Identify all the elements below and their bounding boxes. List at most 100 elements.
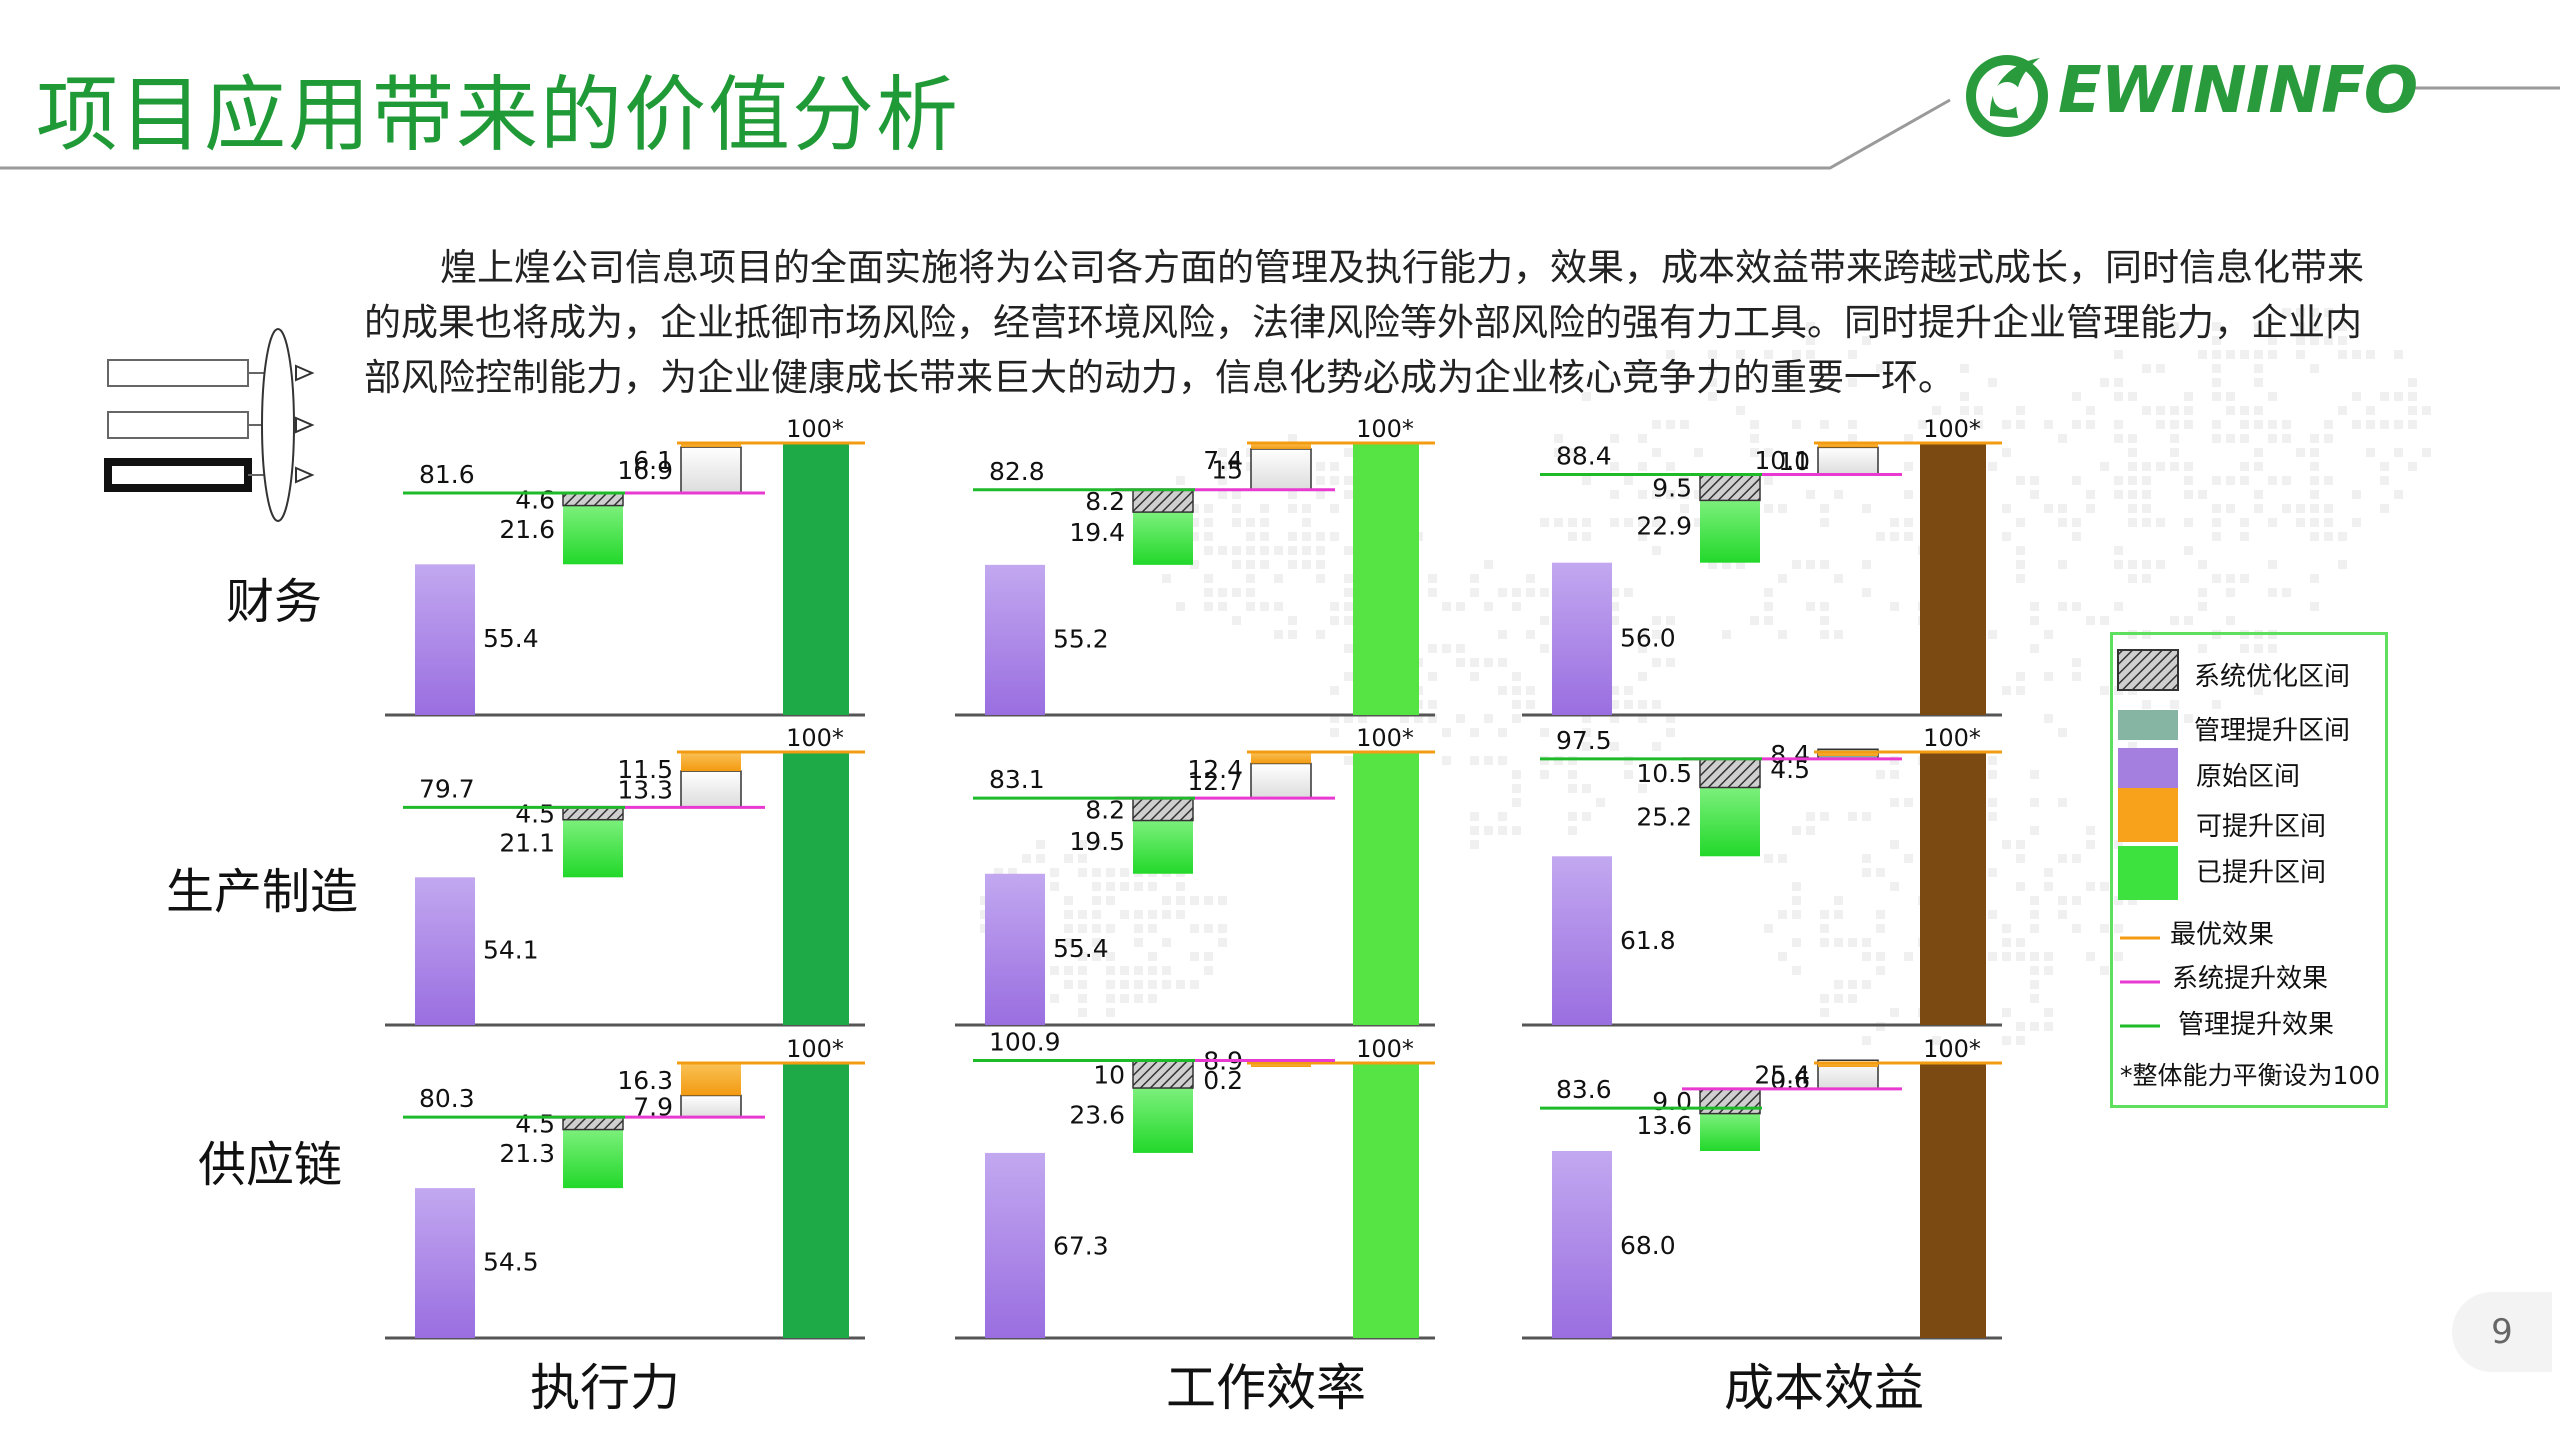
map-dot bbox=[1456, 714, 1465, 723]
map-dot bbox=[2184, 392, 2193, 401]
map-dot bbox=[1638, 434, 1647, 443]
map-dot bbox=[1288, 532, 1297, 541]
map-dot bbox=[2380, 504, 2389, 513]
label-full: 100* bbox=[1356, 724, 1414, 752]
map-dot bbox=[2394, 448, 2403, 457]
map-dot bbox=[1666, 350, 1675, 359]
map-dot bbox=[1988, 868, 1997, 877]
map-dot bbox=[2212, 336, 2221, 345]
map-dot bbox=[1092, 882, 1101, 891]
map-dot bbox=[2142, 560, 2151, 569]
bar-management-gap bbox=[562, 1116, 624, 1131]
map-dot bbox=[1568, 812, 1577, 821]
map-dot bbox=[1820, 518, 1829, 527]
map-dot bbox=[1834, 574, 1843, 583]
map-dot bbox=[1344, 490, 1353, 499]
map-dot bbox=[1904, 434, 1913, 443]
map-dot bbox=[1862, 1036, 1871, 1045]
map-dot bbox=[2114, 952, 2123, 961]
map-dot bbox=[1246, 532, 1255, 541]
map-dot bbox=[2310, 448, 2319, 457]
map-dot bbox=[2016, 840, 2025, 849]
map-dot bbox=[2338, 322, 2347, 331]
map-dot bbox=[1050, 868, 1059, 877]
map-dot bbox=[1540, 616, 1549, 625]
map-dot bbox=[1316, 546, 1325, 555]
map-dot bbox=[1484, 826, 1493, 835]
map-dot bbox=[2072, 392, 2081, 401]
map-dot bbox=[2114, 434, 2123, 443]
map-dot bbox=[2254, 406, 2263, 415]
map-dot bbox=[2156, 406, 2165, 415]
map-dot bbox=[1316, 462, 1325, 471]
map-dot bbox=[1666, 462, 1675, 471]
map-dot bbox=[2338, 350, 2347, 359]
map-dot bbox=[2128, 896, 2137, 905]
label-management-line: 81.6 bbox=[419, 460, 475, 489]
map-dot bbox=[1036, 854, 1045, 863]
map-dot bbox=[2212, 350, 2221, 359]
map-dot bbox=[1582, 518, 1591, 527]
map-dot bbox=[2408, 392, 2417, 401]
map-dot bbox=[2198, 644, 2207, 653]
map-dot bbox=[2184, 462, 2193, 471]
map-dot bbox=[1512, 798, 1521, 807]
map-dot bbox=[1232, 490, 1241, 499]
map-dot bbox=[2240, 420, 2249, 429]
map-dot bbox=[1652, 616, 1661, 625]
map-dot bbox=[2156, 364, 2165, 373]
map-dot bbox=[1162, 938, 1171, 947]
map-dot bbox=[1806, 812, 1815, 821]
bar-system-gap bbox=[680, 770, 742, 809]
label-management-line: 97.5 bbox=[1556, 726, 1612, 755]
map-dot bbox=[2030, 490, 2039, 499]
map-dot bbox=[1498, 588, 1507, 597]
map-dot bbox=[1820, 630, 1829, 639]
map-dot bbox=[2030, 1022, 2039, 1031]
map-dot bbox=[1092, 924, 1101, 933]
map-dot bbox=[1344, 588, 1353, 597]
map-dot bbox=[1806, 826, 1815, 835]
map-dot bbox=[1652, 490, 1661, 499]
map-dot bbox=[1862, 504, 1871, 513]
map-dot bbox=[2170, 434, 2179, 443]
map-dot bbox=[1274, 574, 1283, 583]
map-dot bbox=[1792, 350, 1801, 359]
bar-remaining bbox=[681, 1063, 741, 1096]
map-dot bbox=[1288, 616, 1297, 625]
header-rule bbox=[0, 98, 1951, 170]
label-full: 100* bbox=[1923, 724, 1981, 752]
map-dot bbox=[1288, 434, 1297, 443]
legend-label: 已提升区间 bbox=[2196, 858, 2327, 888]
map-dot bbox=[2114, 420, 2123, 429]
map-dot bbox=[1218, 546, 1227, 555]
label-management-gap: 4.5 bbox=[515, 800, 555, 829]
map-dot bbox=[2128, 434, 2137, 443]
map-dot bbox=[2380, 476, 2389, 485]
map-dot bbox=[2016, 546, 2025, 555]
map-dot bbox=[1288, 560, 1297, 569]
map-dot bbox=[2086, 882, 2095, 891]
map-dot bbox=[2352, 350, 2361, 359]
label-original: 55.4 bbox=[1053, 934, 1109, 963]
map-dot bbox=[2016, 938, 2025, 947]
map-dot bbox=[2072, 896, 2081, 905]
map-dot bbox=[2254, 448, 2263, 457]
label-full: 100* bbox=[786, 724, 844, 752]
map-dot bbox=[2408, 420, 2417, 429]
map-dot bbox=[1246, 574, 1255, 583]
map-dot bbox=[1806, 560, 1815, 569]
map-dot bbox=[1624, 756, 1633, 765]
header-decoration bbox=[0, 55, 2560, 170]
map-dot bbox=[1554, 518, 1563, 527]
map-dot bbox=[2100, 882, 2109, 891]
map-dot bbox=[1834, 630, 1843, 639]
map-dot bbox=[2254, 504, 2263, 513]
map-dot bbox=[2324, 420, 2333, 429]
map-dot bbox=[1428, 588, 1437, 597]
map-dot bbox=[1344, 476, 1353, 485]
map-dot bbox=[1204, 602, 1213, 611]
